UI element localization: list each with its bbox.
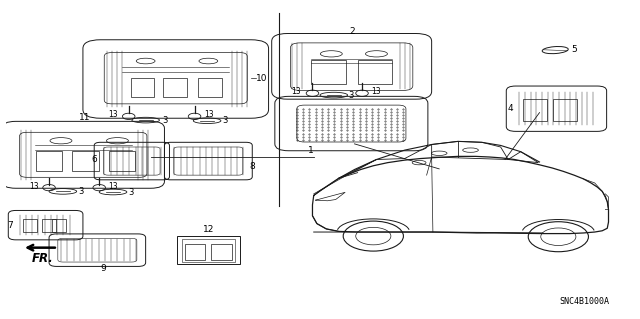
Text: 12: 12	[203, 225, 214, 234]
Text: 3: 3	[79, 187, 84, 196]
Text: SNC4B1000A: SNC4B1000A	[560, 297, 610, 307]
Text: 5: 5	[571, 45, 577, 54]
Text: 3: 3	[223, 116, 228, 125]
Text: 11: 11	[79, 113, 90, 122]
Bar	[36, 151, 62, 171]
Bar	[311, 60, 346, 84]
Text: 10: 10	[256, 74, 268, 83]
Text: 13: 13	[108, 182, 118, 190]
Text: 2: 2	[349, 27, 355, 36]
Text: 1: 1	[307, 146, 313, 155]
Text: 6: 6	[92, 155, 97, 164]
Bar	[42, 219, 56, 232]
Text: 7: 7	[7, 221, 13, 230]
Bar	[554, 99, 577, 121]
Text: 8: 8	[250, 162, 255, 171]
Bar	[131, 78, 154, 97]
Bar	[524, 99, 547, 121]
Bar	[358, 60, 392, 84]
Text: 13: 13	[292, 87, 301, 96]
Bar	[52, 219, 66, 232]
Bar	[72, 151, 99, 171]
Text: 9: 9	[100, 264, 106, 273]
Bar	[23, 219, 37, 232]
Bar	[109, 151, 135, 171]
Text: FR.: FR.	[32, 252, 54, 265]
Bar	[177, 236, 240, 264]
Text: 4: 4	[508, 104, 513, 113]
Bar	[184, 244, 205, 260]
Bar	[163, 78, 187, 97]
Text: 13: 13	[371, 87, 381, 96]
Text: 3: 3	[348, 91, 353, 100]
Text: 3: 3	[129, 188, 134, 197]
Bar	[198, 78, 221, 97]
Text: 13: 13	[29, 182, 39, 190]
Text: 3: 3	[162, 115, 167, 125]
Bar	[182, 239, 235, 262]
Text: 13: 13	[108, 110, 118, 119]
Bar	[211, 244, 232, 260]
Text: 13: 13	[205, 110, 214, 119]
